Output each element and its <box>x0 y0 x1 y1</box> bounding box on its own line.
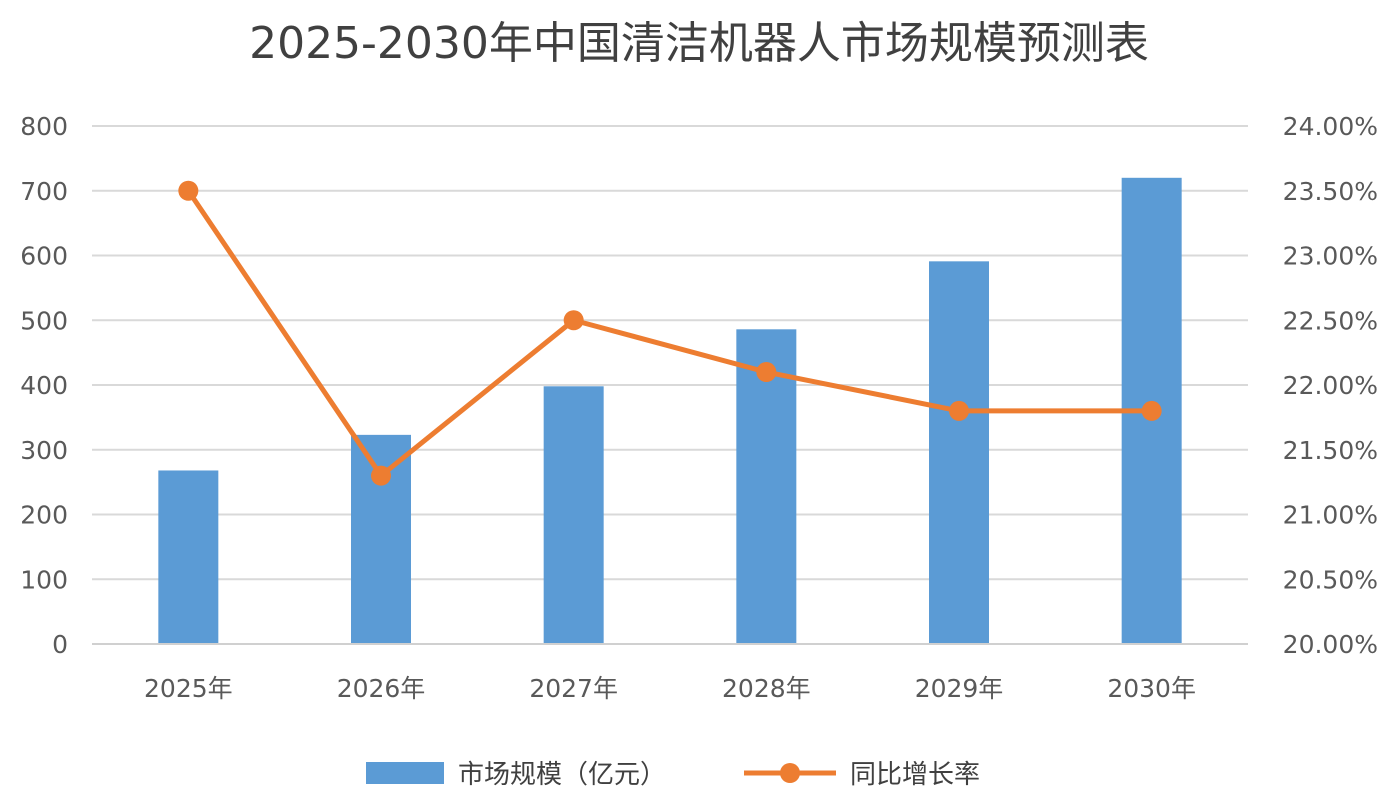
left-tick-label: 300 <box>20 436 68 465</box>
x-tick-label: 2030年 <box>1107 674 1196 703</box>
legend-line-marker <box>780 763 800 783</box>
gridlines <box>92 125 1248 581</box>
x-tick-label: 2026年 <box>337 674 426 703</box>
x-axis-ticks: 2025年 2026年 2027年 2028年 2029年 2030年 <box>144 674 1196 703</box>
right-tick-label: 21.50% <box>1283 436 1378 465</box>
right-axis-ticks: 20.00% 20.50% 21.00% 21.50% 22.00% 22.50% 23.0… <box>1283 112 1378 659</box>
left-tick-label: 500 <box>20 306 68 335</box>
line-point <box>949 400 969 421</box>
bar <box>543 386 604 644</box>
x-tick-label: 2027年 <box>529 674 618 703</box>
right-tick-label: 23.00% <box>1283 242 1378 271</box>
left-tick-label: 700 <box>20 177 68 206</box>
left-tick-label: 0 <box>52 630 68 659</box>
legend-bar-label: 市场规模（亿元） <box>458 760 666 790</box>
left-tick-label: 200 <box>20 501 68 530</box>
growth-line <box>186 189 1152 479</box>
left-tick-label: 600 <box>20 242 68 271</box>
left-tick-label: 400 <box>20 371 68 400</box>
right-tick-label: 20.00% <box>1283 630 1378 659</box>
x-tick-label: 2029年 <box>915 674 1004 703</box>
bar <box>158 470 219 644</box>
right-tick-label: 23.50% <box>1283 177 1378 206</box>
line-point <box>371 465 391 486</box>
legend-bar-swatch <box>366 762 444 784</box>
left-axis-ticks: 0 100 200 300 400 500 600 700 800 <box>20 112 68 659</box>
left-tick-label: 100 <box>20 565 68 594</box>
right-tick-label: 21.00% <box>1283 501 1378 530</box>
left-tick-label: 800 <box>20 112 68 141</box>
right-tick-label: 22.50% <box>1283 306 1378 335</box>
line-point <box>1141 400 1162 421</box>
line-point <box>563 310 584 331</box>
legend: 市场规模（亿元） 同比增长率 <box>366 760 980 790</box>
right-tick-label: 20.50% <box>1283 565 1378 594</box>
right-tick-label: 24.00% <box>1283 112 1378 141</box>
bar <box>929 261 989 644</box>
line-series <box>178 180 1162 486</box>
x-tick-label: 2025年 <box>144 674 233 703</box>
line-point <box>178 180 199 201</box>
chart-title: 2025-2030年中国清洁机器人市场规模预测表 <box>249 18 1149 69</box>
right-tick-label: 22.00% <box>1283 371 1378 400</box>
legend-line-label: 同比增长率 <box>850 760 980 790</box>
x-tick-label: 2028年 <box>722 674 811 703</box>
line-point <box>756 362 777 383</box>
